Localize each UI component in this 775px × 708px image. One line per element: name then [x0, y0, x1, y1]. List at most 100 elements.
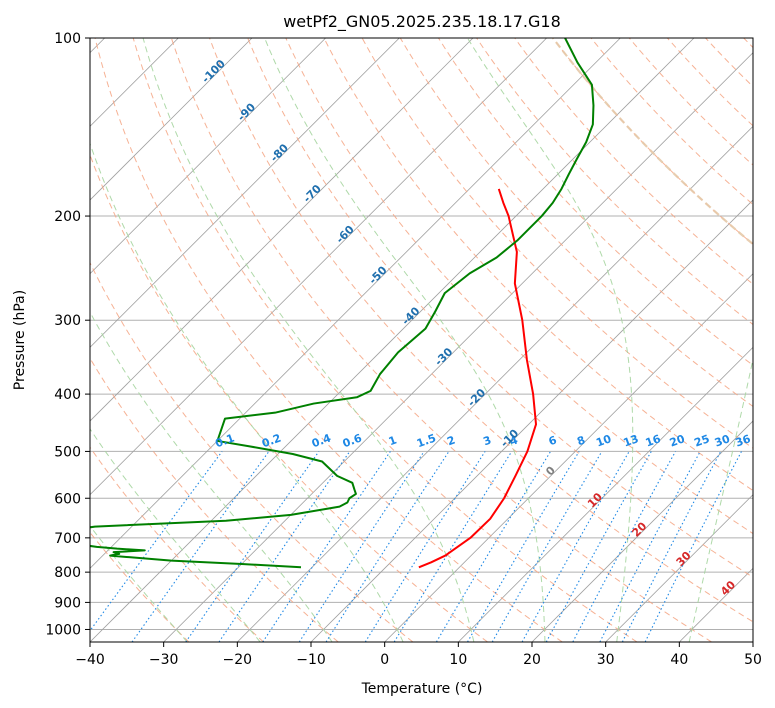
- mixing-ratio-label: 4: [508, 433, 520, 448]
- isotherm-line: [531, 420, 753, 642]
- isotherm-line: [90, 38, 474, 422]
- moist-adiabat: [90, 311, 333, 642]
- isopleth-labels-layer: 0.1 0.2 0.4 0.6 1 1.5 2 3 4 6 8 10 13 16 20 25 30 36-100-…: [199, 57, 752, 598]
- mixing-ratio-line: [131, 451, 270, 642]
- mixing-ratio-label: 1.5: [415, 431, 438, 450]
- isotherm-line: [90, 38, 253, 201]
- mixing-ratio-label: 0.6: [341, 431, 364, 450]
- mixing-ratio-line: [185, 451, 320, 642]
- isotherm-line: [90, 38, 621, 569]
- moist-adiabat: [688, 356, 753, 642]
- y-axis-label: Pressure (hPa): [12, 290, 28, 390]
- dry-adiabat: [323, 38, 753, 492]
- y-tick-label: 100: [54, 31, 81, 47]
- mixing-ratio-label: 25: [692, 432, 711, 449]
- isotherm-label: -70: [301, 182, 324, 205]
- mixing-ratio-line: [521, 451, 630, 642]
- sounding-layer: [90, 38, 595, 569]
- dry-adiabat: [170, 38, 712, 642]
- mixing-ratio-label: 36: [734, 432, 753, 450]
- y-tick-label: 300: [54, 313, 81, 329]
- isotherm-line: [237, 125, 753, 642]
- dry-adiabat: [476, 38, 753, 326]
- mixing-ratio-line: [599, 451, 701, 642]
- mixing-ratio-line: [90, 451, 223, 632]
- mixing-ratio-line: [572, 451, 677, 642]
- y-tick-label: 900: [54, 595, 81, 611]
- grid-layer: [90, 38, 753, 642]
- x-tick-label: 20: [523, 652, 541, 668]
- isotherm-label: -60: [334, 223, 357, 246]
- isotherm-line: [384, 273, 753, 642]
- mixing-ratio-label: 0.2: [260, 431, 283, 450]
- isotherm-label: -10: [498, 427, 521, 450]
- y-tick-label: 700: [54, 531, 81, 547]
- isotherm-label: -100: [199, 57, 228, 86]
- isotherm-line: [90, 38, 547, 496]
- dry-adiabat: [90, 261, 414, 642]
- x-tick-label: 10: [449, 652, 467, 668]
- mixing-ratio-label: 0.4: [310, 431, 333, 450]
- dry-adiabat: [514, 38, 753, 285]
- mixing-ratio-label: 6: [547, 433, 559, 448]
- isotherm-label: -50: [366, 263, 389, 286]
- isotherm-line: [310, 199, 753, 642]
- moist-adiabat: [142, 38, 475, 642]
- chart-title: wetPf2_GN05.2025.235.18.17.G18: [283, 12, 561, 32]
- isotherm-label: -40: [399, 304, 422, 327]
- x-tick-label: 0: [380, 652, 389, 668]
- moist-adiabat: [90, 142, 404, 642]
- plot-frame: [89, 37, 754, 643]
- x-axis-label: Temperature (°C): [361, 681, 483, 697]
- mixing-ratio-label: 20: [668, 432, 687, 450]
- dry-adiabat: [90, 357, 339, 642]
- isotherm-line: [90, 38, 695, 642]
- isotherm-label: 40: [718, 578, 738, 598]
- moist-adiabat: [90, 428, 261, 642]
- isotherm-line: [752, 641, 753, 642]
- mixing-ratio-line: [364, 451, 486, 642]
- mixing-ratio-line: [218, 451, 351, 642]
- mixing-ratio-label: 10: [594, 432, 613, 450]
- mixing-ratio-label: 8: [575, 433, 587, 448]
- mixing-ratio-line: [644, 451, 742, 642]
- isotherm-label: 10: [585, 490, 605, 510]
- axes-layer: −40 −30 −20 −10 0 10 20 30 40 50 1000 900 800 700 600 5…: [45, 31, 762, 668]
- y-tick-label: 500: [54, 444, 81, 460]
- x-tick-label: 40: [670, 652, 688, 668]
- dry-adiabat: [90, 446, 264, 642]
- isotherm-line: [605, 494, 753, 642]
- isotherm-line: [90, 38, 400, 348]
- dry-adiabat: [285, 38, 753, 535]
- dry-adiabat: [90, 531, 190, 642]
- isotherm-label: 30: [674, 549, 694, 569]
- dry-adiabat: [132, 38, 638, 642]
- mixing-ratio-line: [298, 451, 425, 642]
- mixing-ratio-label: 0.1: [213, 431, 236, 450]
- isotherm-label: 20: [629, 519, 649, 539]
- moist-adiabat: [90, 525, 188, 642]
- highlight-adiabat: [552, 38, 753, 246]
- dry-adiabat: [438, 38, 753, 366]
- y-tick-label: 1000: [45, 622, 81, 638]
- x-tick-label: −40: [75, 652, 105, 668]
- x-tick-label: −20: [223, 652, 253, 668]
- dry-adiabat: [743, 38, 753, 49]
- mixing-ratio-line: [393, 451, 513, 642]
- isotherm-line: [458, 346, 753, 642]
- temperature-trace: [418, 188, 538, 569]
- mixing-ratio-label: 1: [387, 433, 399, 448]
- isotherm-label: -80: [268, 141, 291, 164]
- isotherm-line: [163, 52, 753, 642]
- dry-adiabat: [209, 38, 753, 623]
- isotherm-label: -90: [235, 100, 258, 123]
- mixing-ratio-line: [621, 451, 722, 642]
- mixing-ratio-label: 13: [622, 432, 641, 449]
- mixing-ratio-line: [545, 451, 652, 642]
- mixing-ratio-label: 2: [445, 433, 457, 448]
- x-tick-label: −10: [296, 652, 326, 668]
- x-tick-label: −30: [149, 652, 179, 668]
- mixing-ratio-line: [262, 451, 391, 642]
